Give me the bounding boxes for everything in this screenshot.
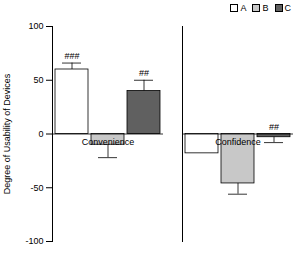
html-text:C: C [284,3,291,13]
html-text:A: A [240,3,247,13]
svg-text:Degree of Usability of Devices: Degree of Usability of Devices [2,73,12,194]
svg-text:##: ## [269,122,279,132]
svg-text:50: 50 [33,75,43,85]
svg-text:##: ## [139,68,149,78]
html-text:B: B [262,3,269,13]
svg-text:0: 0 [38,129,43,139]
svg-text:###: ### [64,51,79,61]
svg-text:Convenience: Convenience [82,137,135,147]
svg-text:Confidence: Confidence [215,137,261,147]
svg-text:-100: -100 [25,236,43,246]
svg-text:100: 100 [28,21,43,31]
svg-text:-50: -50 [30,183,43,193]
